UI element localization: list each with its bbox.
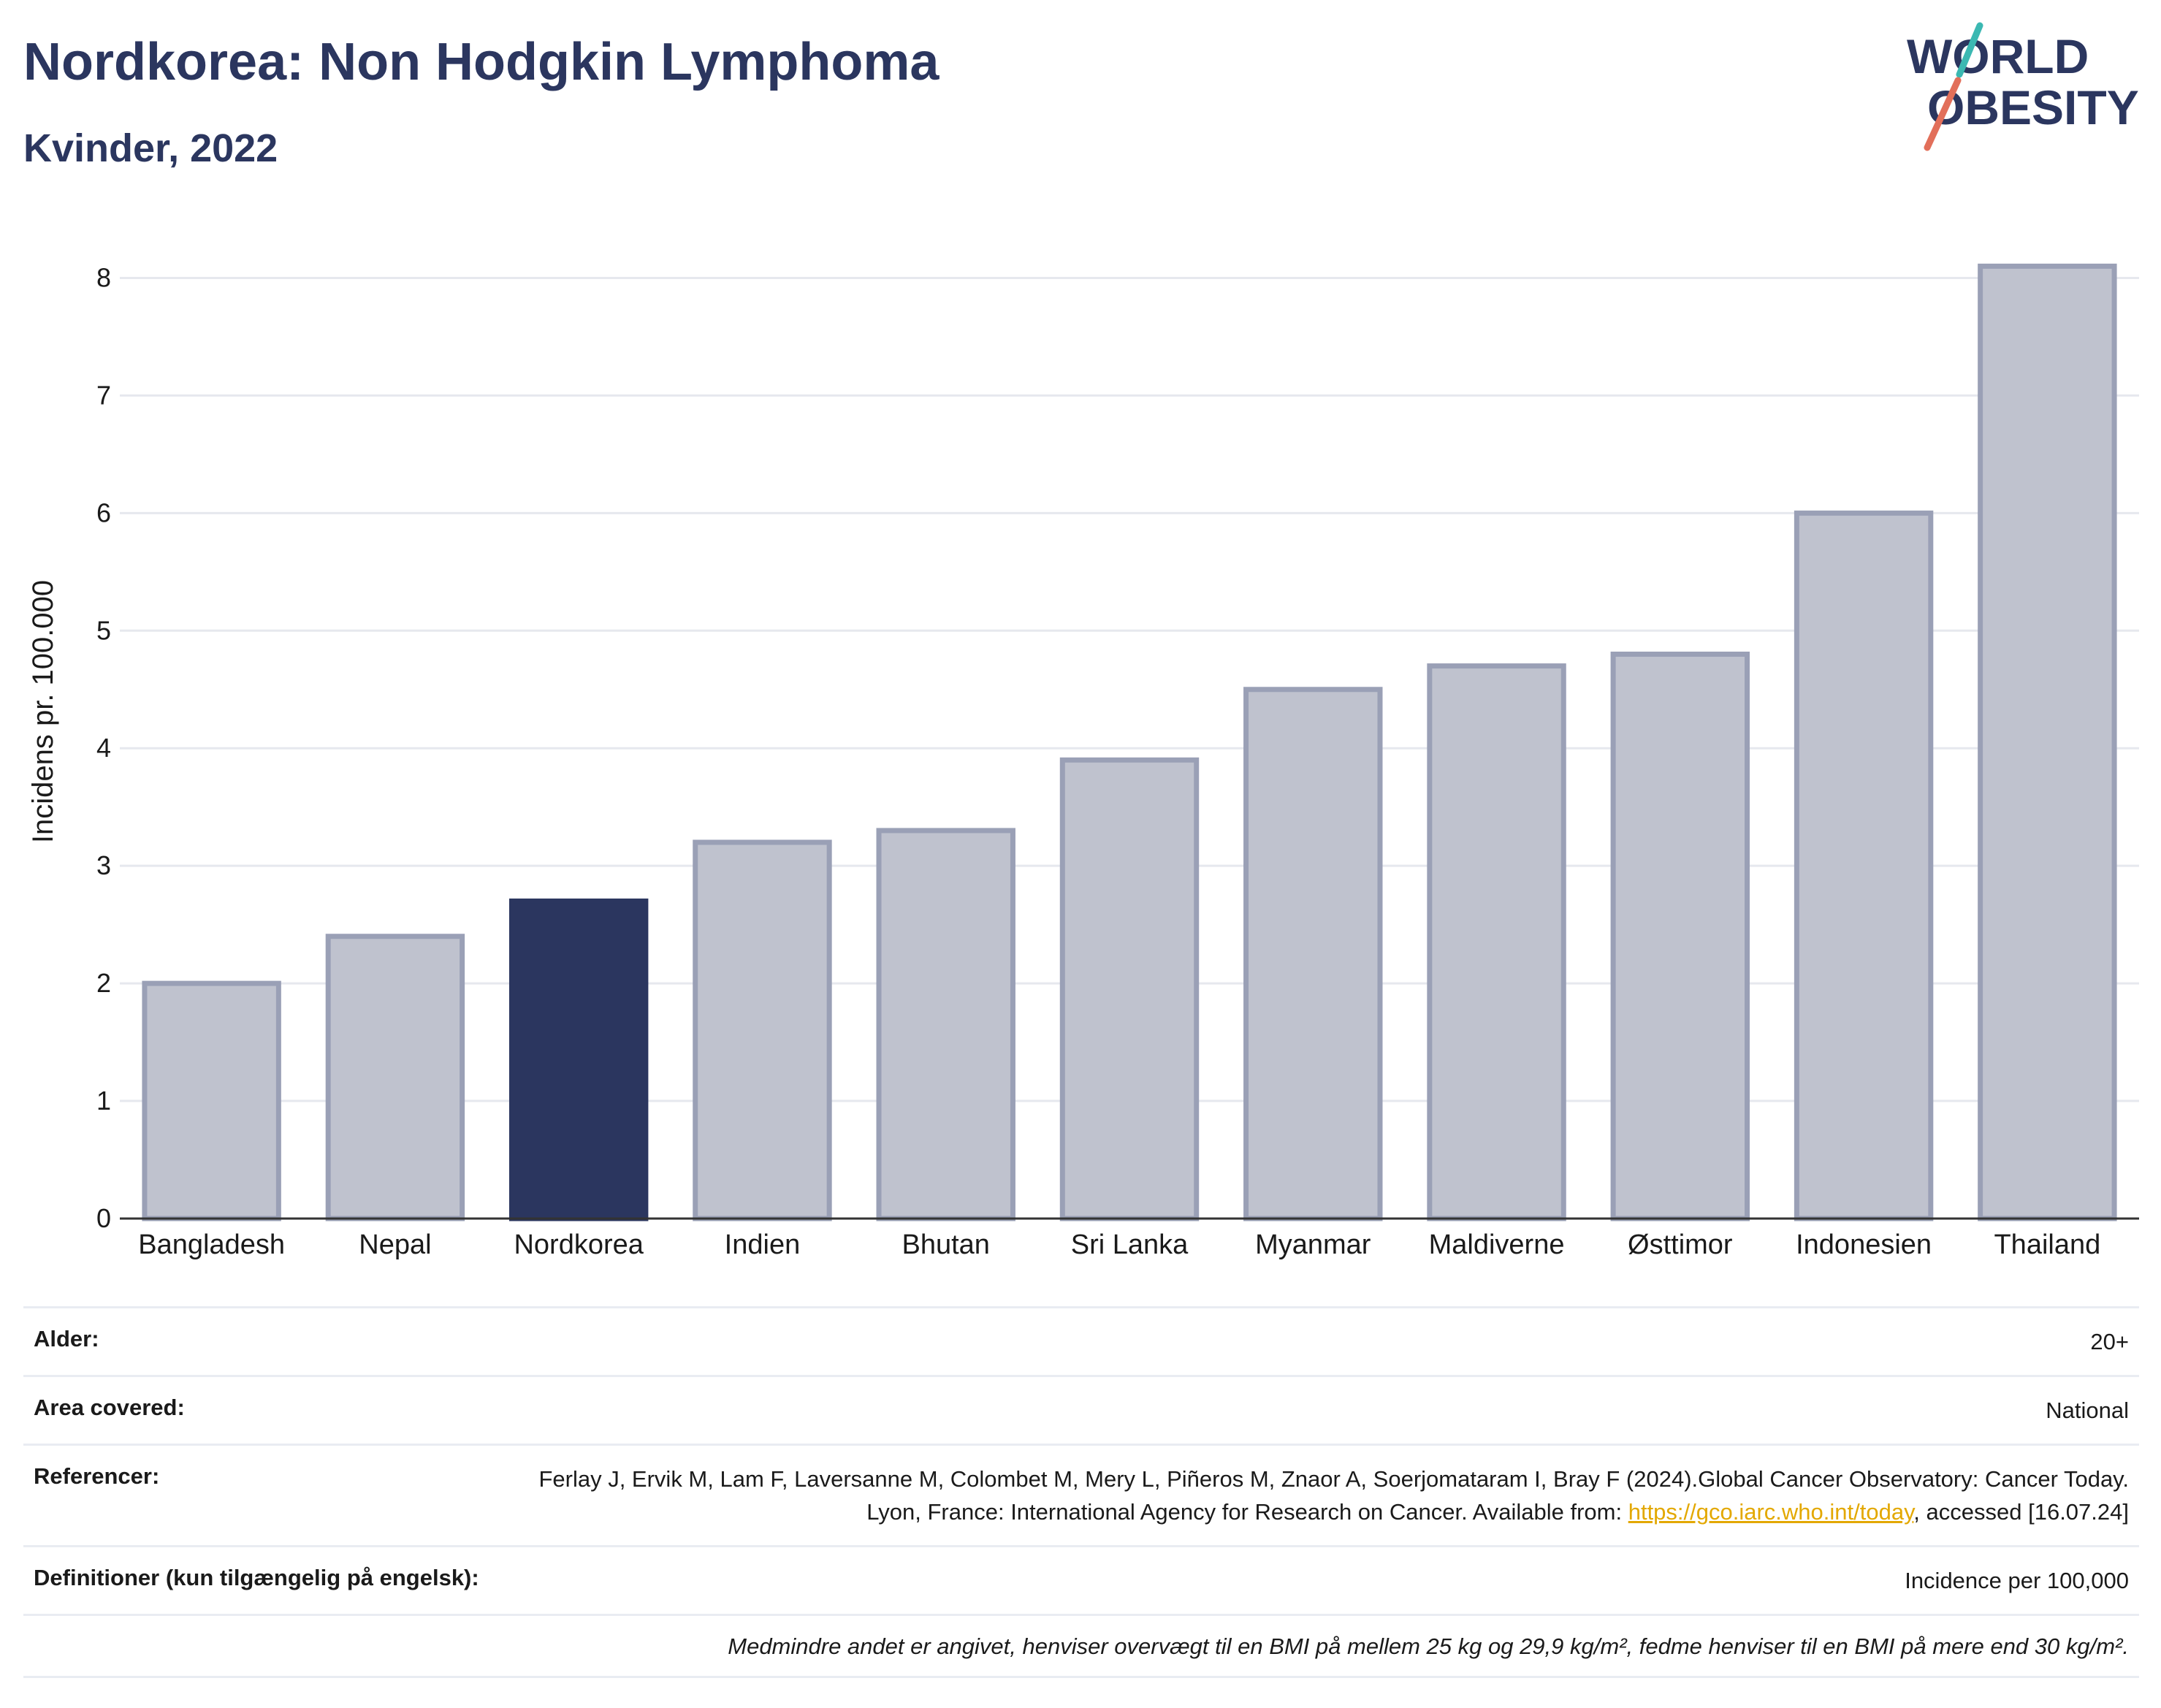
references-value: Ferlay J, Ervik M, Lam F, Laversanne M, … <box>492 1463 2129 1529</box>
y-tick-label: 6 <box>96 497 111 527</box>
x-tick-label: Bangladesh <box>138 1229 285 1260</box>
world-obesity-logo: WORLD OBESITY <box>1907 22 2139 151</box>
references-text-2: , accessed [16.07.24] <box>1913 1498 2129 1525</box>
x-tick-label: Indonesien <box>1796 1229 1932 1260</box>
page-subtitle: Kvinder, 2022 <box>23 126 278 170</box>
bar-bhutan <box>876 828 1015 1221</box>
y-tick-label: 0 <box>96 1203 111 1233</box>
x-tick-label: Indien <box>725 1229 801 1260</box>
info-row-age: Alder: 20+ <box>23 1306 2139 1375</box>
logo-slash-top <box>1956 22 1983 78</box>
bar-myanmar <box>1243 687 1383 1221</box>
x-tick-label: Sri Lanka <box>1071 1229 1189 1260</box>
bar-thailand <box>1978 263 2117 1221</box>
age-value: 20+ <box>2090 1329 2129 1354</box>
info-row-definitions: Definitioner (kun tilgængelig på engelsk… <box>23 1544 2139 1614</box>
y-tick-label: 4 <box>96 733 111 763</box>
y-tick-label: 7 <box>96 380 111 410</box>
logo-line2: OBESITY <box>1927 80 2139 134</box>
bar-nordkorea <box>508 898 649 1221</box>
y-tick-label: 2 <box>96 968 111 998</box>
references-label: Referencer: <box>34 1463 160 1489</box>
definitions-value: Incidence per 100,000 <box>1905 1567 2129 1593</box>
y-tick-label: 1 <box>96 1086 111 1116</box>
age-label: Alder: <box>34 1326 99 1351</box>
bar-nepal <box>325 934 465 1221</box>
bar-bangladesh <box>142 980 281 1221</box>
y-tick-label: 5 <box>96 615 111 645</box>
page-title: Nordkorea: Non Hodgkin Lymphoma <box>23 33 940 91</box>
bar-maldiverne <box>1427 663 1566 1221</box>
x-tick-label: Nepal <box>359 1229 431 1260</box>
bar-indonesien <box>1794 510 1934 1221</box>
bar-sri-lanka <box>1059 757 1200 1221</box>
x-tick-label: Myanmar <box>1255 1229 1371 1260</box>
footnote: Medmindre andet er angivet, henviser ove… <box>728 1633 2129 1659</box>
x-tick-label: Østtimor <box>1628 1229 1733 1260</box>
area-value: National <box>2046 1397 2129 1423</box>
bar-indien <box>693 839 832 1221</box>
info-row-references: Referencer: Ferlay J, Ervik M, Lam F, La… <box>23 1443 2139 1545</box>
references-link[interactable]: https://gco.iarc.who.int/today <box>1628 1498 1914 1525</box>
x-tick-label: Nordkorea <box>514 1229 644 1260</box>
info-row-note: Medmindre andet er angivet, henviser ove… <box>23 1613 2139 1678</box>
logo-slash-bottom <box>1924 77 1962 151</box>
x-tick-label: Bhutan <box>902 1229 990 1260</box>
x-tick-label: Maldiverne <box>1429 1229 1565 1260</box>
definitions-label: Definitioner (kun tilgængelig på engelsk… <box>34 1564 479 1590</box>
bar-østtimor <box>1610 651 1750 1221</box>
area-label: Area covered: <box>34 1394 185 1420</box>
bar-chart: 0 1 2 3 4 5 6 7 8 Bangladesh Nepal Nordkorea Indien B… <box>27 262 2139 1260</box>
y-axis-label: Incidens pr. 100.000 <box>27 580 59 843</box>
y-tick-label: 3 <box>96 850 111 880</box>
x-tick-label: Thailand <box>1994 1229 2100 1260</box>
references-text-1: Ferlay J, Ervik M, Lam F, Laversanne M, … <box>538 1465 2129 1525</box>
y-tick-label: 8 <box>96 262 111 292</box>
info-table: Alder: 20+ Area covered: National Refere… <box>23 1306 2139 1678</box>
info-row-area: Area covered: National <box>23 1374 2139 1444</box>
logo-line1: WORLD <box>1907 29 2089 83</box>
